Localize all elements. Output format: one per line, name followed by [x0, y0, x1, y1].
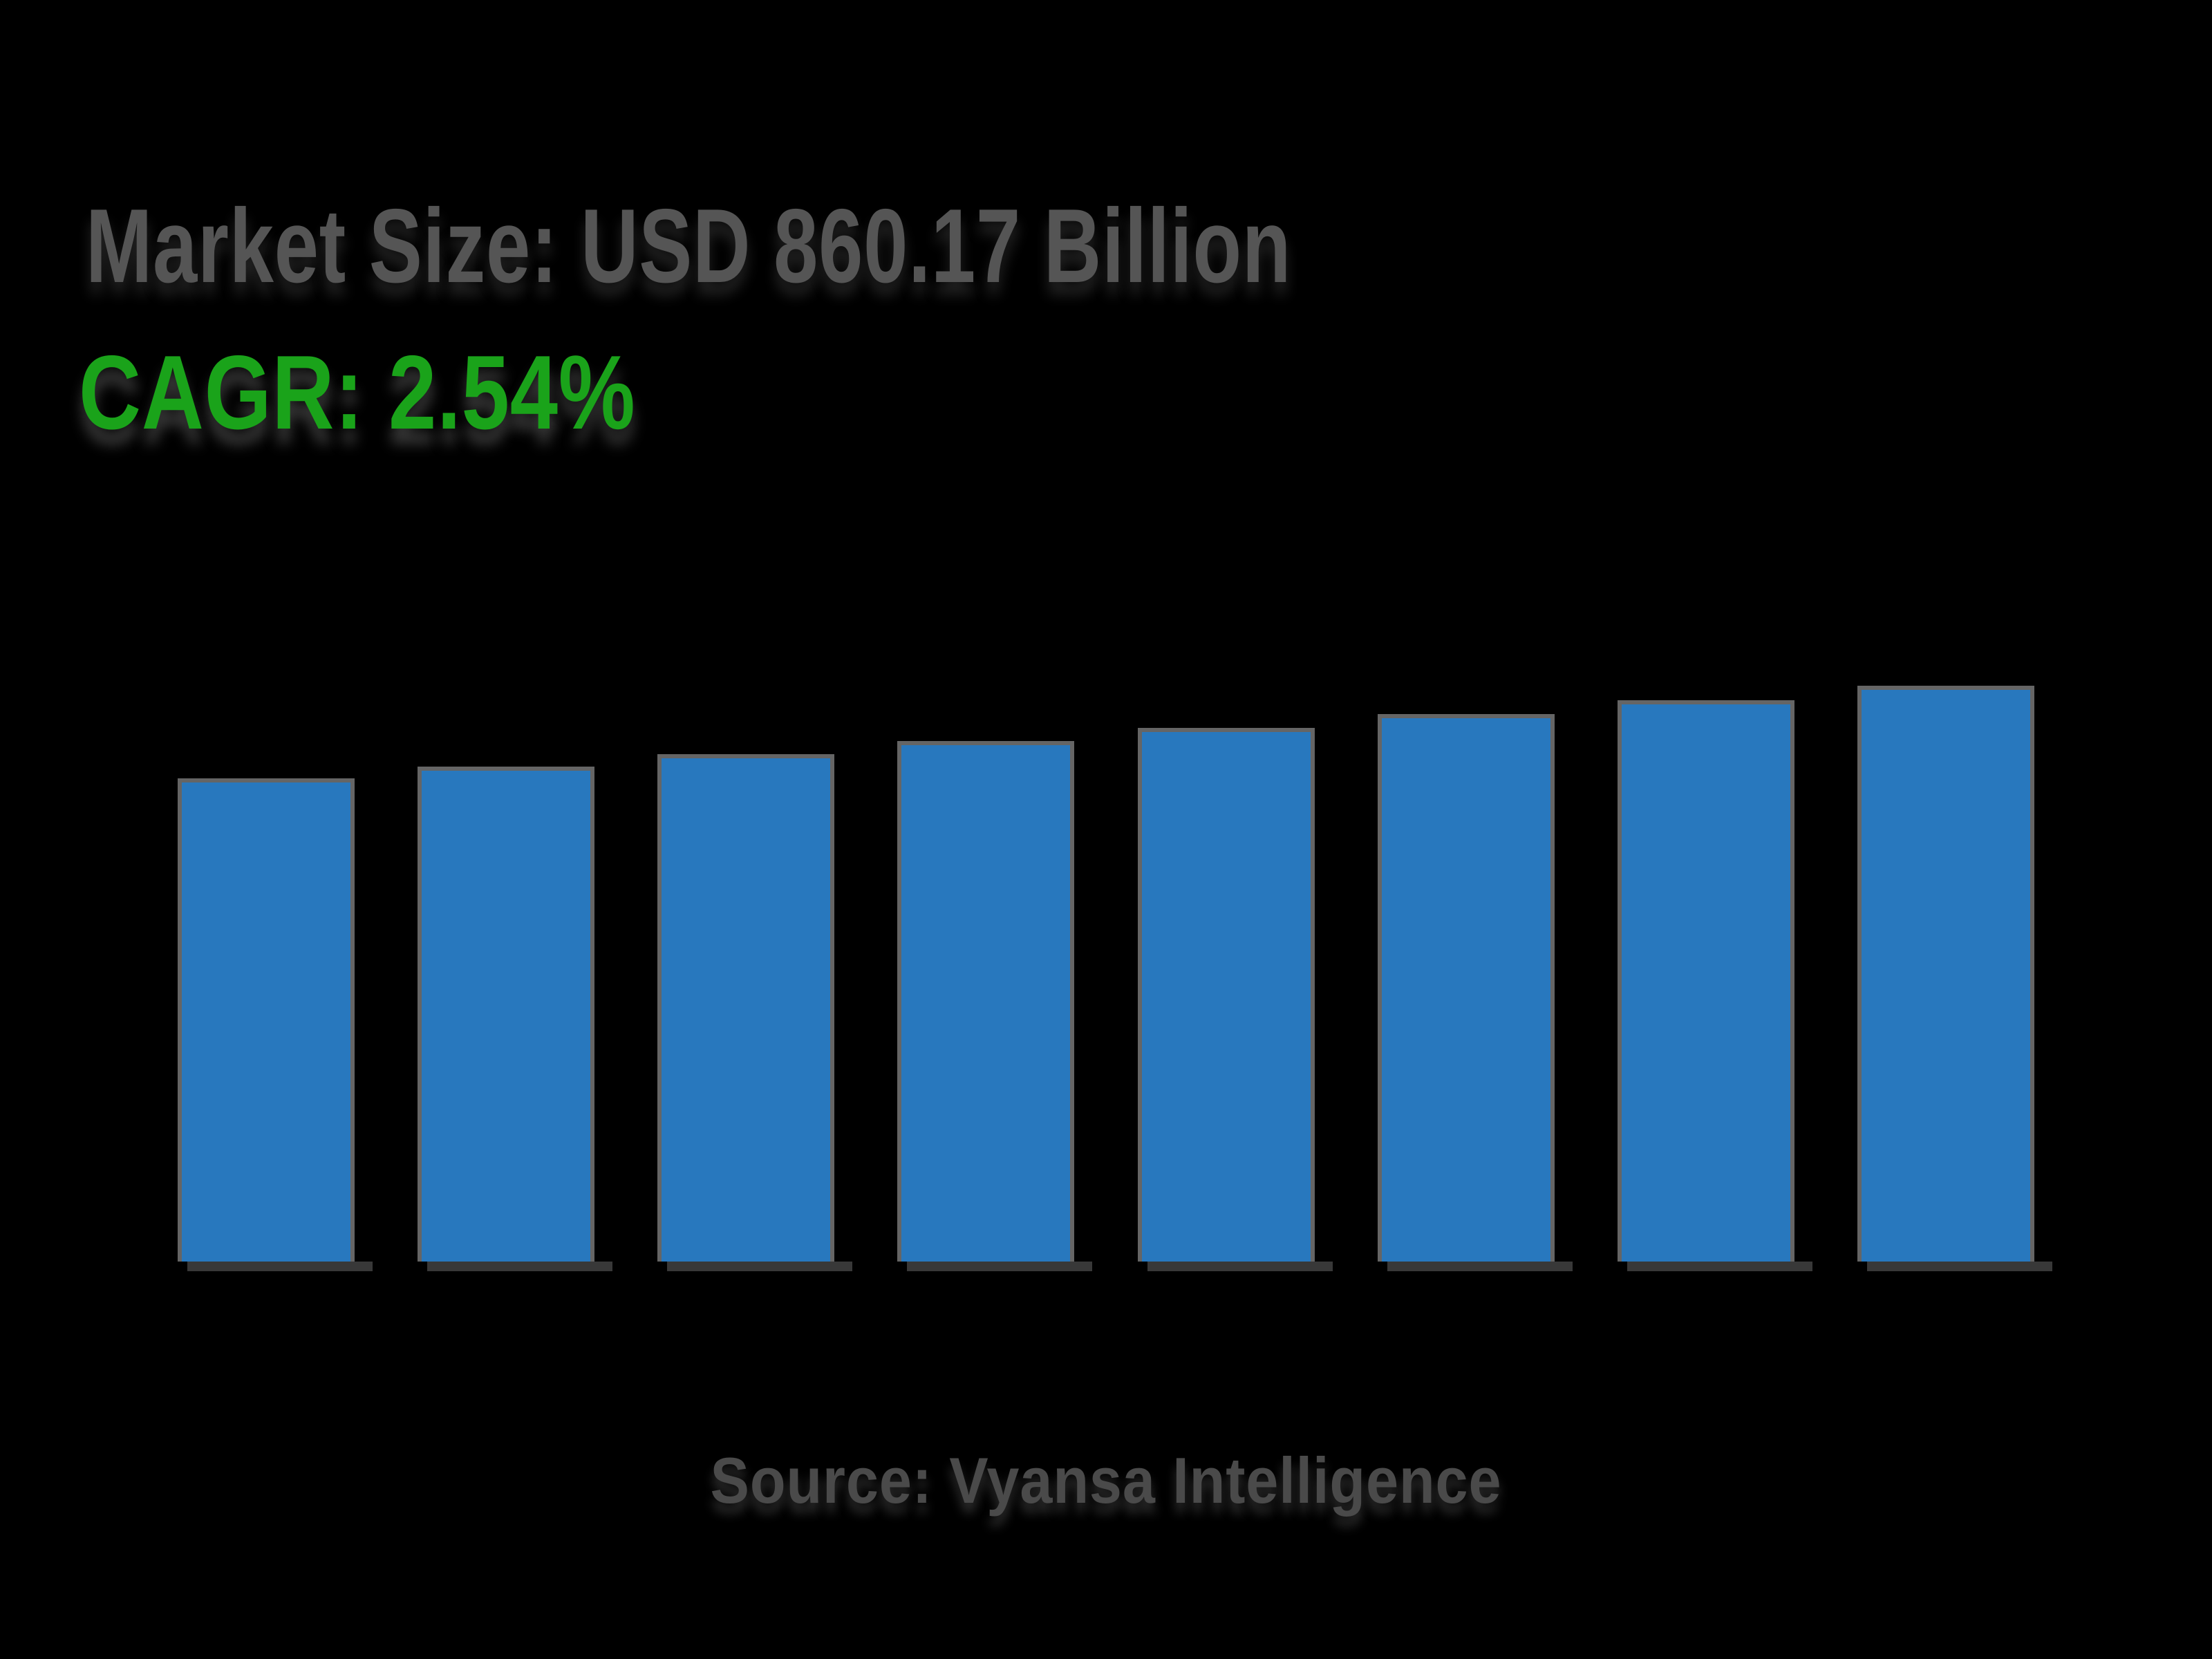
bar — [1137, 727, 1333, 1272]
bar — [418, 766, 613, 1272]
market-size-title: Market Size: USD 860.17 Billion — [86, 187, 1292, 305]
bar — [1377, 714, 1573, 1271]
bar — [1857, 686, 2052, 1271]
bar — [897, 740, 1093, 1272]
bar-chart — [178, 570, 2052, 1272]
bar — [657, 753, 853, 1271]
bar — [1617, 700, 1812, 1272]
source-caption: Source: Vyansa Intelligence — [710, 1444, 1502, 1517]
cagr-label: CAGR: 2.54% — [79, 334, 636, 451]
bar — [178, 778, 373, 1271]
